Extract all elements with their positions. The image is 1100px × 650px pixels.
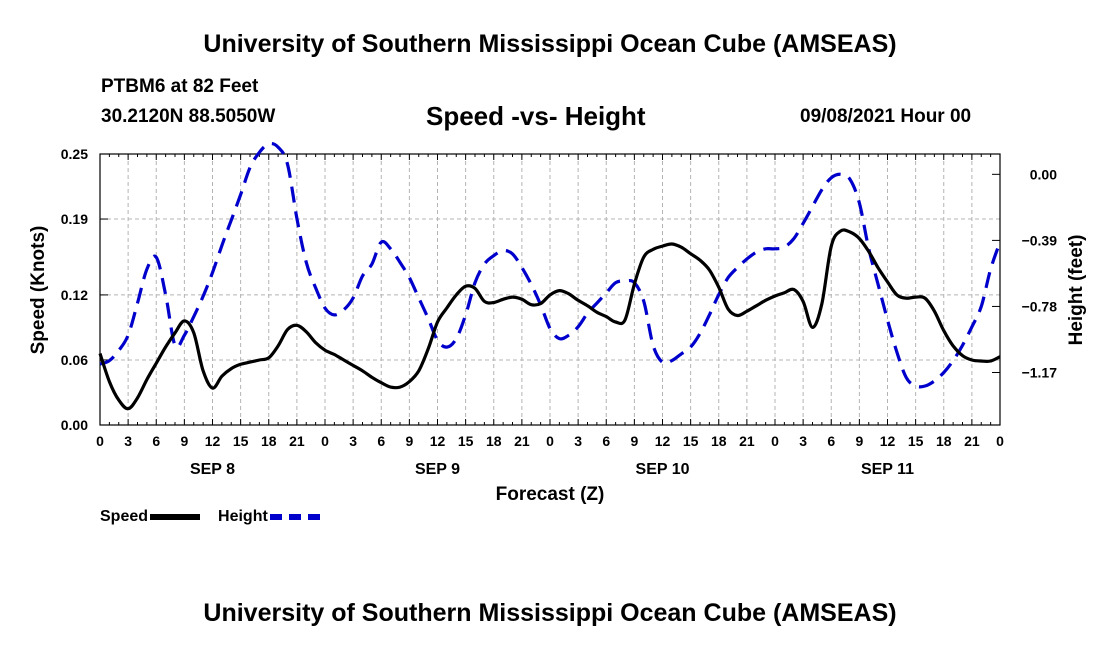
x-tick-label: 9 [405,433,413,449]
y-left-tick-label: 0.12 [61,287,88,303]
x-tick-label: 12 [205,433,221,449]
y-right-tick-label: 0.00 [1030,166,1057,182]
y-right-tick-label: −1.17 [1022,364,1058,380]
series-lines [98,141,1002,411]
x-axis-title: Forecast (Z) [496,484,605,505]
chart-subtitle: Speed -vs- Height [426,101,646,131]
legend-item-speed: Speed [100,508,201,526]
x-tick-label: 0 [771,433,779,449]
x-tick-label: 21 [289,433,305,449]
x-tick-label: 15 [683,433,699,449]
x-tick-label: 3 [124,433,132,449]
y-left-axis-title: Speed (Knots) [28,226,49,355]
x-tick-label: 18 [711,433,727,449]
x-tick-label: 15 [458,433,474,449]
axis-labels: 0 3 6 9 12 15 18 21 0 3 6 9 12 15 18 21 0 3 6 9 12 15 18 21 0 3 6 9… [28,146,1087,505]
legend-item-height: Height [218,508,320,526]
day-label: SEP 8 [190,461,235,478]
chart-grid [100,154,1000,425]
x-tick-label: 6 [602,433,610,449]
header-title: University of Southern Mississippi Ocean… [203,30,897,58]
x-tick-label: 18 [936,433,952,449]
x-tick-label: 21 [964,433,980,449]
x-tick-label: 6 [377,433,385,449]
x-tick-label: 18 [486,433,502,449]
x-tick-label: 12 [430,433,446,449]
x-tick-label: 6 [152,433,160,449]
x-tick-label: 0 [321,433,329,449]
x-tick-label: 6 [827,433,835,449]
x-tick-label: 9 [855,433,863,449]
x-tick-label: 21 [514,433,530,449]
day-label: SEP 9 [415,461,460,478]
x-tick-label: 0 [546,433,554,449]
forecast-datetime: 09/08/2021 Hour 00 [800,106,972,127]
y-right-axis-title: Height (feet) [1066,235,1087,346]
x-tick-label: 18 [261,433,277,449]
x-tick-label: 12 [880,433,896,449]
x-tick-label: 3 [799,433,807,449]
y-left-tick-label: 0.25 [61,146,88,162]
x-tick-label: 15 [908,433,924,449]
legend-label-speed: Speed [100,508,149,525]
x-tick-label: 9 [180,433,188,449]
legend-swatch-height [269,514,320,520]
y-left-tick-label: 0.19 [61,211,88,227]
legend-label-height: Height [218,508,268,525]
legend: Speed Height [100,508,338,526]
x-tick-label: 0 [996,433,1004,449]
x-tick-label: 21 [739,433,755,449]
day-label: SEP 10 [636,461,690,478]
footer-title: University of Southern Mississippi Ocean… [203,599,897,627]
day-label: SEP 11 [861,461,914,478]
y-right-tick-label: −0.78 [1022,298,1058,314]
series-line-height [99,141,1002,389]
legend-swatch-speed [150,514,201,520]
x-tick-label: 0 [96,433,104,449]
x-tick-label: 12 [655,433,671,449]
series-line-speed [98,228,1001,411]
axis-ticks [99,153,1001,426]
x-tick-label: 3 [349,433,357,449]
x-tick-label: 3 [574,433,582,449]
y-left-tick-label: 0.06 [61,352,88,368]
station-coordinates: 30.2120N 88.5050W [101,106,276,127]
y-left-tick-label: 0.00 [61,417,88,433]
x-tick-label: 15 [233,433,249,449]
station-label: PTBM6 at 82 Feet [101,76,259,97]
y-right-tick-label: −0.39 [1022,232,1058,248]
x-tick-label: 9 [630,433,638,449]
